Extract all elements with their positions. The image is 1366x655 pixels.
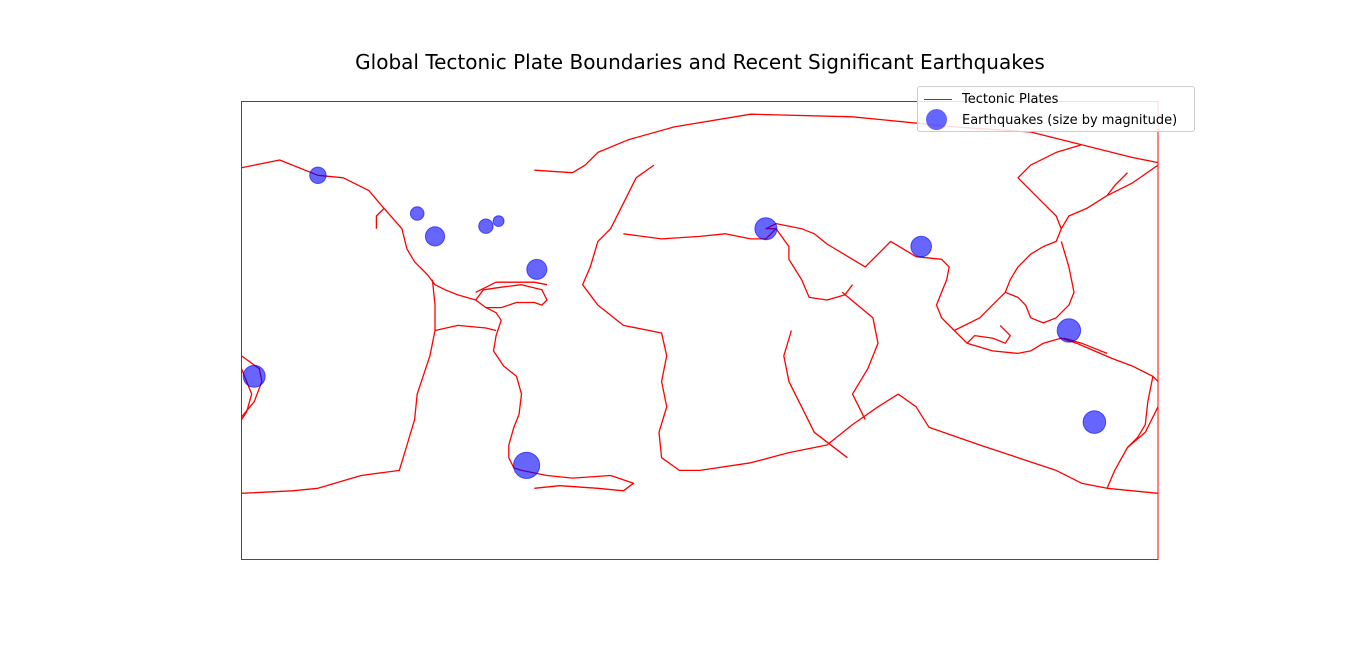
- plate-boundary-3: [434, 324, 497, 332]
- earthquake-point-6: [242, 364, 266, 388]
- earthquake-point-8: [754, 217, 778, 241]
- earthquake-point-3: [478, 218, 494, 234]
- earthquake-markers: [242, 166, 1107, 479]
- plate-boundary-13: [954, 172, 1128, 332]
- plate-boundary-5: [475, 284, 548, 309]
- earthquake-point-7: [513, 451, 541, 479]
- legend: Tectonic Plates Earthquakes (size by mag…: [917, 86, 1195, 132]
- earthquake-point-2: [424, 226, 446, 247]
- legend-line-icon: [918, 89, 962, 109]
- plate-boundary-1: [375, 207, 385, 229]
- plate-boundary-17: [1106, 376, 1154, 489]
- plate-boundary-8: [581, 164, 1159, 494]
- legend-label-earthquakes: Earthquakes (size by magnitude): [962, 112, 1178, 128]
- earthquake-point-5: [526, 258, 548, 280]
- plate-boundary-10: [775, 228, 854, 301]
- plate-boundary-2: [241, 279, 436, 494]
- plate-boundary-14: [1017, 144, 1082, 229]
- earthquake-point-9: [910, 235, 933, 258]
- plate-boundary-19: [1106, 164, 1159, 197]
- legend-item-plates: Tectonic Plates: [918, 89, 1058, 109]
- plate-boundary-15: [1005, 241, 1075, 324]
- earthquake-point-11: [1082, 410, 1107, 434]
- plate-boundary-4: [485, 307, 635, 492]
- earthquake-point-1: [409, 206, 425, 221]
- legend-item-earthquakes: Earthquakes (size by magnitude): [918, 109, 1178, 130]
- plate-boundary-9: [623, 222, 1159, 382]
- earthquake-point-4: [492, 215, 505, 228]
- plate-boundary-12: [841, 291, 879, 420]
- plate-boundary-11: [783, 330, 848, 459]
- earthquake-point-0: [309, 166, 327, 185]
- plate-boundary-0: [241, 159, 487, 309]
- plate-boundary-18: [1127, 406, 1159, 448]
- tectonic-plate-boundaries: [240, 113, 1159, 494]
- map-title: Global Tectonic Plate Boundaries and Rec…: [355, 50, 1045, 74]
- plate-boundary-22: [966, 324, 1011, 344]
- legend-marker-icon: [918, 109, 962, 130]
- legend-label-plates: Tectonic Plates: [962, 91, 1059, 107]
- plate-boundary-6: [475, 281, 548, 293]
- earthquake-point-10: [1056, 318, 1082, 343]
- map-frame: [241, 101, 1159, 560]
